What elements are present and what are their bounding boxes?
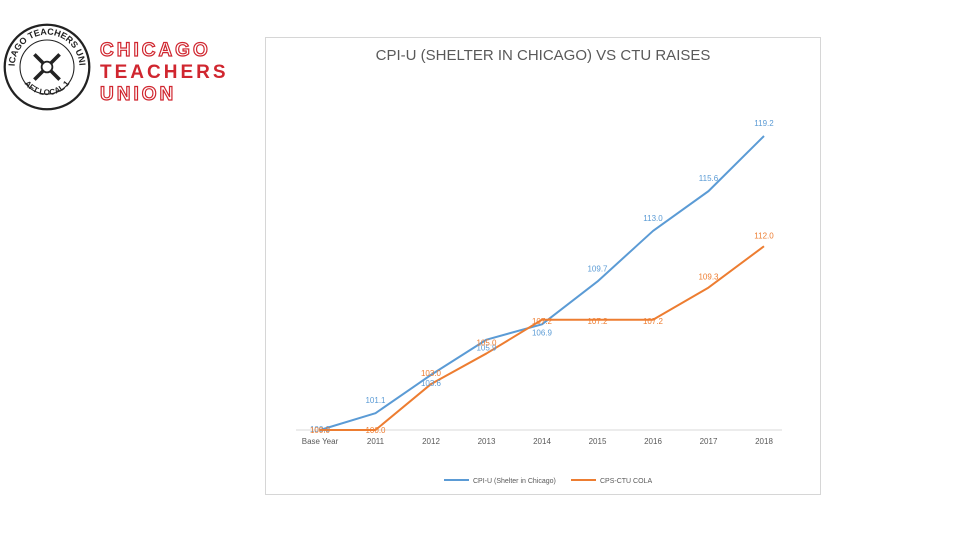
- x-tick-label: 2017: [700, 437, 718, 446]
- seal-top-text: CHICAGO TEACHERS UNION: [2, 22, 87, 66]
- data-label: 119.2: [754, 119, 774, 128]
- data-label: 100.0: [365, 426, 386, 435]
- brand-line-teachers: TEACHERS: [100, 62, 229, 83]
- x-tick-label: 2013: [478, 437, 496, 446]
- x-tick-label: 2016: [644, 437, 662, 446]
- x-tick-label: 2014: [533, 437, 551, 446]
- data-label: 109.7: [587, 264, 608, 273]
- x-tick-label: 2018: [755, 437, 773, 446]
- brand-line-chicago: CHICAGO: [99, 39, 211, 61]
- data-label: 112.0: [754, 231, 774, 240]
- data-label: 105.9: [476, 344, 497, 353]
- chart-frame: CPI-U (SHELTER IN CHICAGO) VS CTU RAISES…: [265, 37, 821, 495]
- brand-line-union: UNION: [99, 83, 177, 105]
- brand-wordmark: CHICAGO TEACHERS UNION: [99, 39, 229, 106]
- data-label: 109.3: [698, 273, 719, 282]
- data-label: 100.0: [310, 426, 331, 435]
- data-label: 101.1: [365, 396, 386, 405]
- legend-entry: CPS-CTU COLA: [600, 478, 652, 485]
- x-tick-label: Base Year: [302, 437, 339, 446]
- data-label: 107.2: [587, 317, 608, 326]
- chart-title: CPI-U (SHELTER IN CHICAGO) VS CTU RAISES: [376, 47, 711, 64]
- logo-area: CHICAGO TEACHERS UNION AFT LOCAL 1 CHICA…: [0, 10, 230, 120]
- svg-text:AFT LOCAL 1: AFT LOCAL 1: [23, 79, 72, 97]
- data-label: 103.0: [421, 369, 442, 378]
- data-label: 107.2: [532, 317, 553, 326]
- series-line-cps-ctu: [320, 245, 765, 431]
- seal-bottom-text: AFT LOCAL 1: [23, 79, 72, 97]
- x-tick-label: 2015: [589, 437, 607, 446]
- data-label: 115.6: [699, 174, 719, 183]
- series-line-cpi-u: [319, 135, 765, 431]
- legend-entry: CPI-U (Shelter in Chicago): [473, 478, 556, 485]
- data-label: 100.0: [310, 425, 331, 434]
- x-tick-label: 2012: [422, 437, 440, 446]
- data-label: 105.0: [476, 338, 497, 347]
- data-label: 106.9: [532, 328, 553, 337]
- union-seal-icon: CHICAGO TEACHERS UNION AFT LOCAL 1: [2, 22, 91, 111]
- x-tick-label: 2011: [367, 437, 385, 446]
- svg-text:CHICAGO TEACHERS UNION: CHICAGO TEACHERS UNION: [2, 22, 87, 66]
- data-label: 113.0: [643, 214, 663, 223]
- data-label: 103.6: [421, 379, 442, 388]
- data-label: 107.2: [643, 317, 664, 326]
- line-chart: CPI-U (SHELTER IN CHICAGO) VS CTU RAISES…: [296, 47, 782, 485]
